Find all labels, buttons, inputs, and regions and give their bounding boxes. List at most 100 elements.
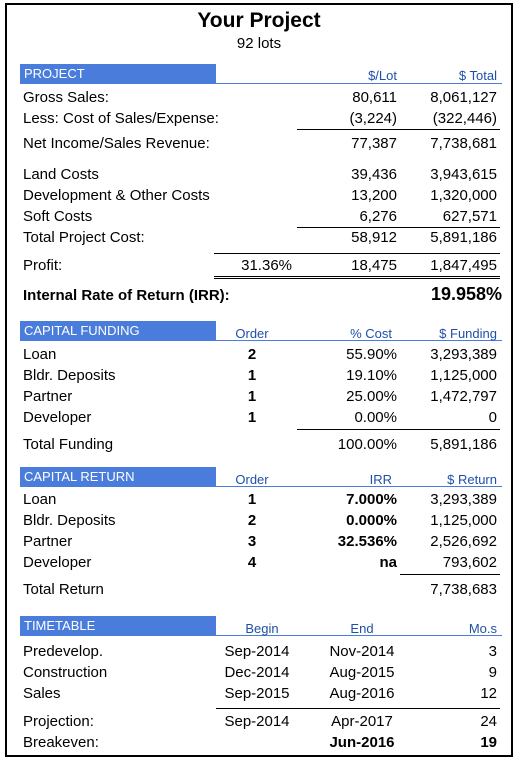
projection-label: Projection: [23,713,94,730]
projection-end: Apr-2017 [331,713,393,730]
cost-of-sales-total: (322,446) [432,110,497,127]
return-row-order: 3 [247,533,257,550]
capital-return-header-label: CAPITAL RETURN [24,469,135,484]
return-row-amount: 3,293,389 [430,491,497,508]
timetable-row-months: 3 [488,643,497,660]
land-costs-per-lot: 39,436 [351,166,397,183]
capital-funding-header-label: CAPITAL FUNDING [24,323,140,338]
cost-of-sales-per-lot: (3,224) [349,110,397,127]
total-project-cost-per-lot: 58,912 [351,229,397,246]
total-funding-amount: 5,891,186 [430,436,497,453]
irr-value: 19.958% [430,284,502,304]
return-row-order: 1 [247,491,257,508]
timetable-header-bar: TIMETABLE [20,616,216,636]
col-header-months: Mo.s [468,621,497,636]
divider [214,253,500,254]
funding-row-order: 1 [247,388,257,405]
total-project-cost-label: Total Project Cost: [23,229,145,246]
return-row-irr: 7.000% [346,491,397,508]
col-header-return: $ Return [447,472,497,487]
funding-row-cost: 55.90% [346,346,397,363]
gross-sales-per-lot: 80,611 [352,89,397,106]
profit-per-lot: 18,475 [351,257,397,274]
breakeven-end: Jun-2016 [329,734,395,751]
total-project-cost-total: 5,891,186 [430,229,497,246]
funding-row-label: Bldr. Deposits [23,367,116,384]
project-header-bar: PROJECT [20,64,216,84]
col-header-order: Order [235,472,269,487]
col-header-total: $ Total [458,68,497,83]
development-costs-label: Development & Other Costs [23,187,210,204]
profit-total: 1,847,495 [430,257,497,274]
divider [400,574,500,575]
project-header-rule [216,83,502,84]
return-row-irr: 32.536% [337,533,397,550]
return-row-label: Bldr. Deposits [23,512,116,529]
divider [214,276,500,277]
funding-row-cost: 19.10% [346,367,397,384]
capital-return-header-rule [216,486,502,487]
funding-row-amount: 1,125,000 [430,367,497,384]
total-funding-label: Total Funding [23,436,114,453]
timetable-row-label: Predevelop. [23,643,104,660]
funding-row-amount: 1,472,797 [430,388,497,405]
return-row-order: 4 [247,554,257,571]
funding-row-order: 1 [247,409,257,426]
funding-row-label: Loan [23,346,57,363]
net-income-per-lot: 77,387 [351,135,397,152]
funding-row-cost: 0.00% [354,409,397,426]
return-row-irr: na [379,554,397,571]
return-row-amount: 793,602 [442,554,497,571]
funding-row-order: 2 [247,346,257,363]
divider [216,708,500,709]
timetable-row-months: 12 [480,685,497,702]
capital-return-header-bar: CAPITAL RETURN [20,467,216,487]
total-return-label: Total Return [23,581,104,598]
timetable-header-label: TIMETABLE [24,618,96,633]
soft-costs-total: 627,571 [442,208,497,225]
capital-funding-header-bar: CAPITAL FUNDING [20,321,216,341]
page-subtitle: 92 lots [236,35,282,52]
timetable-row-end: Nov-2014 [329,643,395,660]
return-row-order: 2 [247,512,257,529]
net-income-total: 7,738,681 [430,135,497,152]
divider [297,429,500,430]
timetable-row-months: 9 [488,664,497,681]
return-row-amount: 2,526,692 [430,533,497,550]
projection-begin: Sep-2014 [224,713,290,730]
land-costs-total: 3,943,615 [430,166,497,183]
breakeven-label: Breakeven: [23,734,99,751]
col-header-irr: IRR [369,472,392,487]
return-row-amount: 1,125,000 [430,512,497,529]
funding-row-label: Developer [23,409,92,426]
land-costs-label: Land Costs [23,166,99,183]
development-costs-per-lot: 13,200 [351,187,397,204]
project-header-label: PROJECT [24,66,85,81]
development-costs-total: 1,320,000 [430,187,497,204]
total-funding-cost: 100.00% [337,436,397,453]
return-row-irr: 0.000% [346,512,397,529]
timetable-row-end: Aug-2016 [329,685,395,702]
timetable-row-end: Aug-2015 [329,664,395,681]
return-row-label: Developer [23,554,92,571]
gross-sales-total: 8,061,127 [430,89,497,106]
breakeven-months: 19 [480,734,497,751]
timetable-row-begin: Dec-2014 [224,664,290,681]
return-row-label: Loan [23,491,57,508]
col-header-order: Order [235,326,269,341]
col-header-funding: $ Funding [439,326,497,341]
divider [297,129,500,130]
col-header-percent-cost: % Cost [350,326,392,341]
col-header-per-lot: $/Lot [368,68,397,83]
funding-row-order: 1 [247,367,257,384]
return-row-label: Partner [23,533,73,550]
project-summary-sheet: Your Project 92 lots PROJECT $/Lot $ Tot… [5,3,513,757]
col-header-end: End [350,621,374,636]
cost-of-sales-label: Less: Cost of Sales/Expense: [23,110,219,127]
funding-row-label: Partner [23,388,73,405]
divider [214,278,500,279]
profit-percent: 31.36% [241,257,292,274]
profit-label: Profit: [23,257,63,274]
timetable-header-rule [216,635,502,636]
timetable-row-label: Sales [23,685,61,702]
